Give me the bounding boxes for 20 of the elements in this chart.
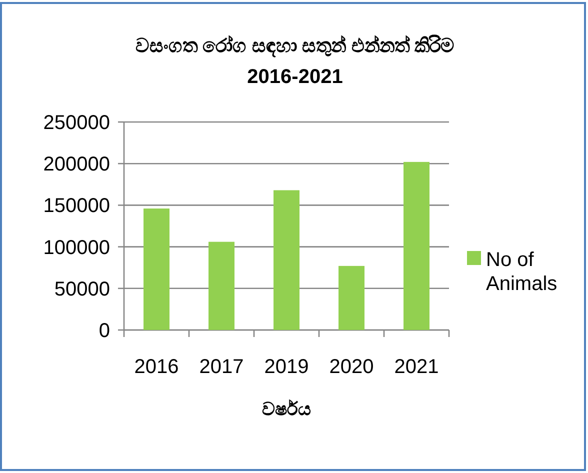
- y-tick-label: 150000: [43, 195, 110, 218]
- y-tick-label: 250000: [43, 112, 110, 134]
- x-tick-label: 2021: [394, 356, 439, 378]
- x-tick-label: 2016: [134, 356, 179, 378]
- y-tick-label: 100000: [43, 236, 110, 259]
- y-tick-label: 0: [98, 320, 110, 342]
- y-tick-label: 200000: [43, 154, 110, 176]
- bar: [338, 266, 364, 330]
- x-tick-label: 2019: [264, 356, 309, 378]
- bar: [404, 162, 430, 330]
- y-tick-label: 50000: [54, 278, 110, 300]
- chart-title: වසංගත රෝග සඳහා සතුන් එන්නත් කිරිම: [135, 35, 455, 58]
- chart-subtitle: 2016-2021: [247, 66, 343, 88]
- x-tick-label: 2017: [199, 356, 244, 378]
- legend-label: No of Animals: [486, 249, 558, 295]
- bar: [144, 208, 170, 330]
- x-axis-title: වර්ෂය: [262, 398, 311, 419]
- bar: [274, 190, 300, 330]
- bar: [208, 242, 234, 330]
- x-tick-label: 2020: [329, 356, 374, 378]
